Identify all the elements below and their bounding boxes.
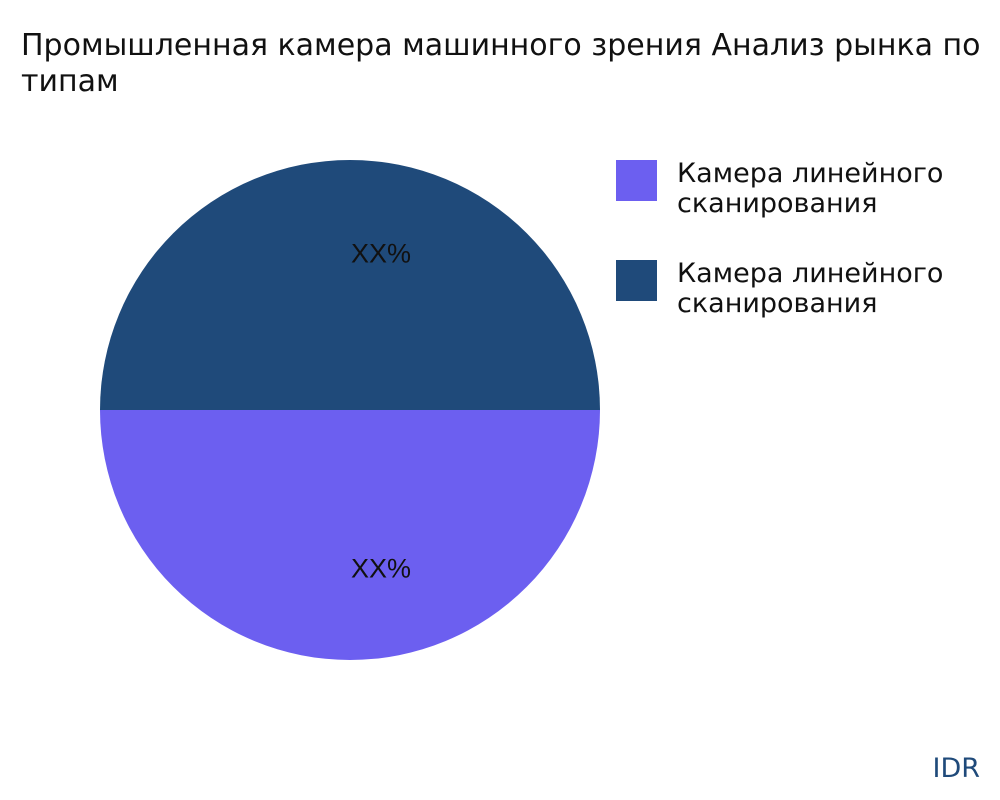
legend-item-2[interactable]: Камера линейного сканирования (616, 259, 997, 319)
legend-swatch-1 (616, 160, 657, 201)
idr-logo: IDR (932, 753, 980, 784)
pie-data-label-1: XX% (351, 554, 411, 584)
chart-title: Промышленная камера машинного зрения Ана… (21, 28, 981, 100)
pie-data-label-2: XX% (351, 239, 411, 269)
legend-swatch-2 (616, 260, 657, 301)
legend-label-2: Камера линейного сканирования (677, 258, 944, 319)
chart-title-line-1: Промышленная камера машинного зрения Ана… (21, 28, 981, 63)
legend-label-1: Камера линейного сканирования (677, 158, 944, 219)
legend-item-1[interactable]: Камера линейного сканирования (616, 159, 997, 219)
pie-slice-1[interactable] (100, 410, 600, 660)
pie-slice-2[interactable] (100, 160, 600, 410)
chart-title-line-2: типам (21, 64, 119, 99)
